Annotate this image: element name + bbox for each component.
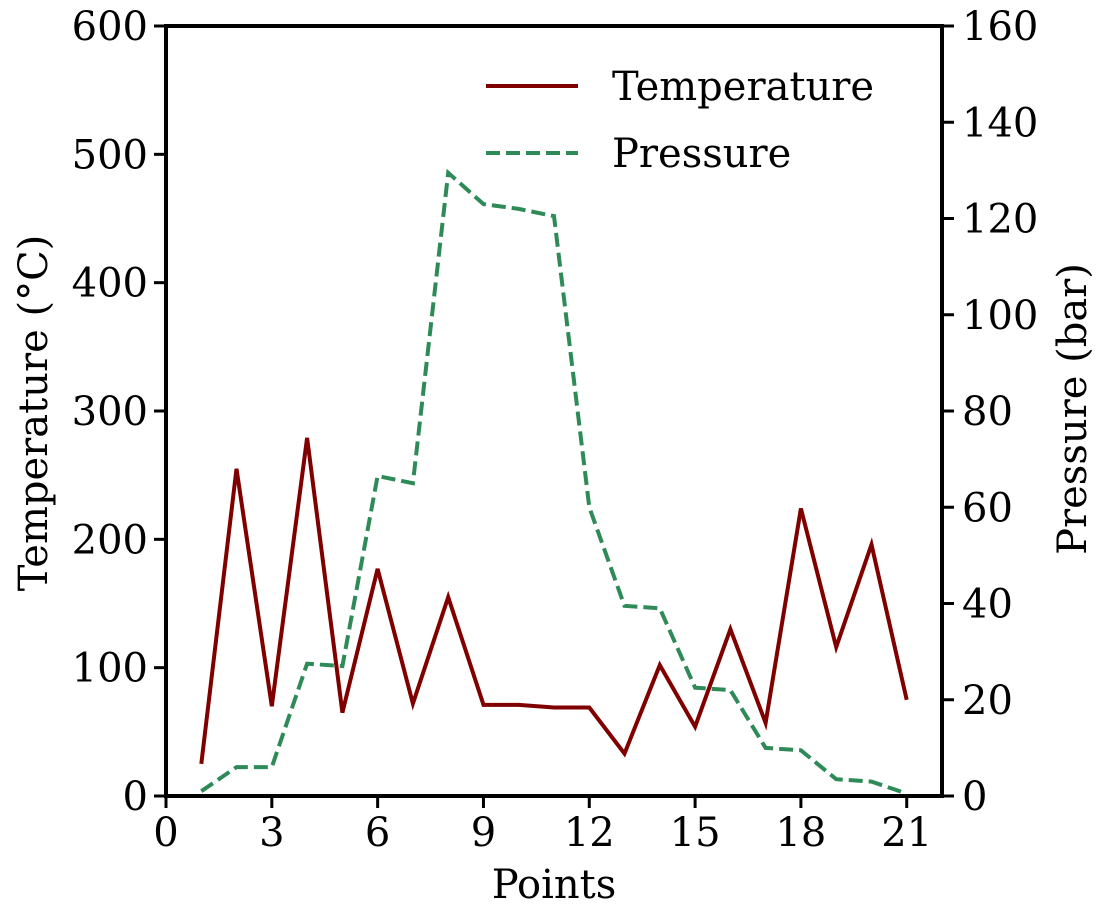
x-tick-label: 15 bbox=[670, 810, 721, 856]
legend: Temperature Pressure bbox=[486, 64, 874, 177]
x-axis-label: Points bbox=[492, 862, 617, 908]
left-y-tick-label: 600 bbox=[72, 4, 148, 50]
right-y-tick-label: 20 bbox=[962, 678, 1013, 724]
x-tick-label: 3 bbox=[259, 810, 284, 856]
series-line-pressure bbox=[200, 168, 908, 796]
right-y-axis-ticks: 0 20 40 60 80 100 120 140 160 bbox=[942, 4, 1038, 820]
right-y-tick-label: 60 bbox=[962, 485, 1013, 531]
right-y-tick-label: 40 bbox=[962, 582, 1013, 628]
left-y-tick-label: 100 bbox=[72, 646, 148, 692]
left-y-tick-label: 300 bbox=[72, 389, 148, 435]
series-lines bbox=[199, 168, 909, 796]
right-y-tick-label: 120 bbox=[962, 197, 1038, 243]
legend-label-temperature: Temperature bbox=[612, 64, 874, 110]
x-axis-ticks: 0 3 6 9 12 15 18 21 bbox=[153, 796, 932, 856]
right-y-tick-label: 0 bbox=[962, 774, 987, 820]
x-tick-label: 21 bbox=[881, 810, 932, 856]
plot-frame bbox=[164, 24, 944, 798]
left-y-tick-label: 500 bbox=[72, 132, 148, 178]
left-y-axis-label: Temperature (°C) bbox=[11, 235, 57, 592]
right-y-tick-label: 140 bbox=[962, 100, 1038, 146]
x-tick-label: 0 bbox=[153, 810, 178, 856]
x-tick-label: 6 bbox=[365, 810, 390, 856]
series-line-temperature bbox=[199, 437, 909, 765]
left-y-tick-label: 400 bbox=[72, 261, 148, 307]
right-y-tick-label: 80 bbox=[962, 389, 1013, 435]
right-y-tick-label: 160 bbox=[962, 4, 1038, 50]
left-y-tick-label: 200 bbox=[72, 517, 148, 563]
left-y-axis-ticks: 0 100 200 300 400 500 600 bbox=[72, 4, 166, 820]
right-y-axis-label: Pressure (bar) bbox=[1050, 263, 1096, 555]
left-y-tick-label: 0 bbox=[123, 774, 148, 820]
right-y-tick-label: 100 bbox=[962, 293, 1038, 339]
x-tick-label: 12 bbox=[564, 810, 615, 856]
x-tick-label: 9 bbox=[471, 810, 496, 856]
x-tick-label: 18 bbox=[775, 810, 826, 856]
legend-label-pressure: Pressure bbox=[612, 131, 791, 177]
